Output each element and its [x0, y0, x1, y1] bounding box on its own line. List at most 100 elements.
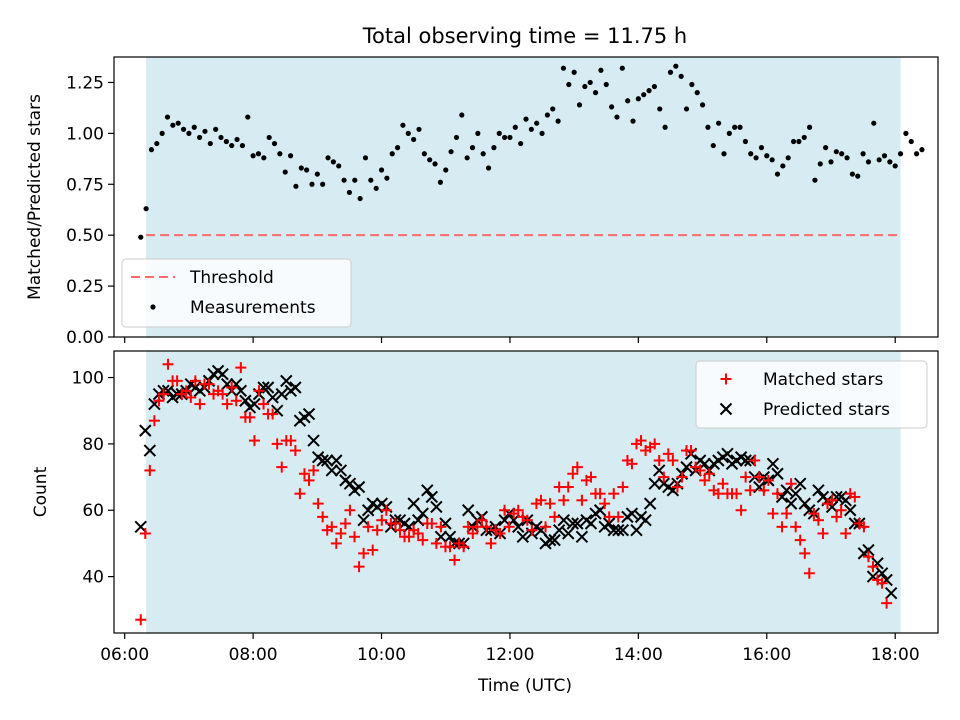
matched-star-point — [526, 524, 538, 536]
matched-star-point — [576, 494, 588, 506]
matched-star-point — [312, 498, 324, 510]
measurement-point — [544, 112, 551, 118]
measurement-point — [197, 134, 203, 141]
predicted-star-point — [352, 480, 366, 494]
top-y-ticks: 0.00 0.25 0.50 0.75 1.00 1.25 — [66, 73, 114, 348]
matched-star-point — [758, 484, 770, 496]
measurement-point — [689, 81, 695, 88]
measurement-point — [389, 151, 395, 157]
measurement-point — [887, 159, 893, 165]
predicted-star-point — [248, 397, 261, 411]
measurement-point — [833, 149, 839, 155]
measurement-point — [287, 153, 294, 159]
measurement-point — [411, 136, 417, 143]
matched-star-point — [135, 614, 147, 626]
top-y-axis-label: Matched/Predicted stars — [25, 94, 45, 300]
measurement-point — [191, 124, 197, 130]
predicted-stars-points — [134, 364, 898, 600]
measurement-point — [571, 69, 577, 75]
matched-star-point — [635, 435, 647, 447]
measurement-point — [448, 149, 454, 155]
legend-matched-marker — [720, 373, 732, 385]
predicted-star-point — [798, 497, 811, 510]
matched-star-point — [185, 391, 197, 403]
measurement-point — [443, 167, 449, 173]
matched-star-point — [849, 491, 861, 503]
measurement-point — [496, 130, 502, 136]
measurement-point — [892, 163, 898, 169]
matched-star-point — [521, 514, 533, 526]
matched-star-point — [276, 461, 288, 473]
predicted-star-point — [330, 454, 343, 467]
matched-star-point — [335, 527, 347, 539]
measurement-point — [566, 81, 572, 88]
matched-star-point — [480, 521, 492, 533]
measurement-point — [603, 81, 609, 88]
measurement-point — [416, 126, 422, 132]
measurement-point — [255, 151, 262, 157]
matched-star-point — [317, 511, 329, 523]
y-tick-label: 80 — [82, 435, 104, 455]
matched-star-point — [162, 358, 174, 370]
measurement-point — [710, 142, 716, 149]
measurement-point — [405, 130, 411, 136]
matched-star-point — [349, 531, 361, 543]
measurement-point — [528, 126, 534, 132]
predicted-star-point — [625, 507, 639, 520]
matched-star-point — [731, 488, 743, 500]
matched-star-point — [394, 524, 406, 536]
matched-star-point — [685, 445, 697, 457]
measurement-point — [860, 151, 866, 157]
measurement-point — [325, 155, 331, 161]
matched-star-point — [717, 478, 729, 490]
matched-star-point — [194, 398, 206, 410]
measurement-point — [314, 171, 320, 177]
measurement-point — [309, 181, 315, 187]
measurement-point — [796, 138, 802, 145]
measurement-point — [384, 175, 390, 181]
matched-star-point — [676, 471, 688, 483]
matched-star-point — [662, 448, 674, 460]
measurement-point — [790, 138, 797, 145]
matched-star-point — [303, 474, 315, 486]
measurement-point — [346, 189, 353, 196]
matched-star-point — [803, 567, 815, 579]
measurement-point — [871, 120, 877, 126]
matched-star-point — [476, 514, 488, 526]
matched-star-point — [812, 514, 824, 526]
measurement-points — [138, 63, 925, 240]
measurement-point — [849, 171, 855, 177]
measurement-point — [475, 130, 481, 136]
predicted-star-point — [862, 543, 875, 557]
matched-star-point — [799, 547, 811, 559]
measurement-point — [560, 65, 567, 71]
measurement-point — [229, 142, 235, 149]
predicted-star-point — [302, 407, 316, 421]
legend-matched-label: Matched stars — [763, 370, 883, 390]
measurement-point — [678, 73, 684, 79]
measurement-point — [609, 104, 615, 110]
predicted-star-point — [616, 523, 630, 537]
matched-star-point — [567, 468, 579, 480]
matched-star-point — [535, 494, 547, 506]
top-plot-frame — [113, 56, 939, 338]
matched-star-point — [148, 415, 160, 427]
predicted-star-point — [325, 464, 338, 477]
measurement-point — [742, 138, 748, 145]
matched-star-point — [494, 527, 506, 539]
matched-star-point — [835, 504, 847, 516]
measurement-point — [277, 151, 283, 157]
matched-star-point — [558, 494, 570, 506]
matched-star-point — [544, 498, 556, 510]
measurement-point — [427, 157, 433, 163]
matched-star-point — [326, 521, 338, 533]
measurement-point — [726, 130, 732, 136]
matched-star-point — [285, 435, 297, 447]
matched-star-point — [139, 527, 151, 539]
top-legend-box — [121, 258, 352, 328]
matched-star-point — [426, 518, 438, 530]
matched-star-point — [330, 537, 342, 549]
legend-measurements-marker — [150, 304, 156, 310]
predicted-star-point — [139, 424, 152, 437]
measurement-point — [582, 83, 588, 90]
